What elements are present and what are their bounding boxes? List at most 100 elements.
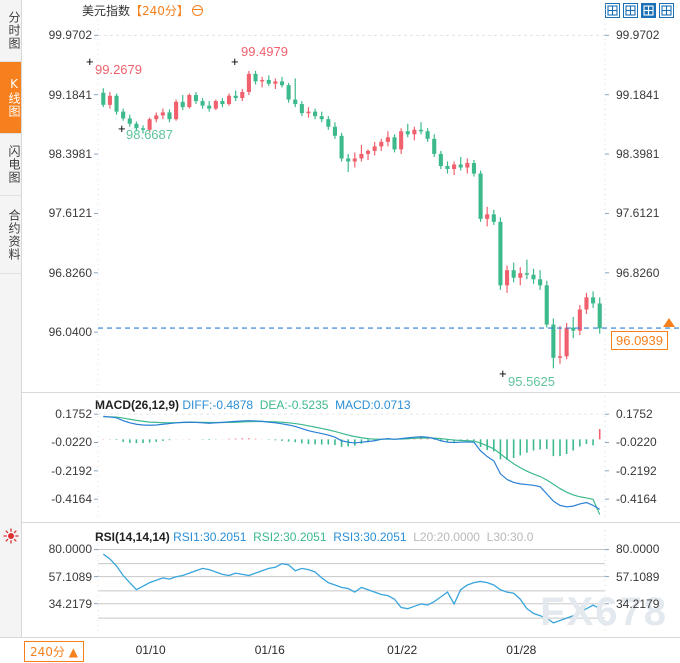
minus-circle-icon[interactable]: [191, 5, 203, 16]
candlestick: [253, 70, 258, 85]
macd-diff-line: [103, 415, 601, 510]
candlestick: [121, 108, 126, 121]
axis-tick-label: 96.8260: [48, 265, 92, 280]
candlestick: [293, 78, 298, 108]
candlestick: [485, 206, 490, 227]
chart-toolbar: [605, 3, 674, 18]
panel-divider-2: [22, 522, 680, 523]
rsi-l30-value: L30:30.0: [486, 530, 534, 544]
axis-tick-label: 98.3981: [48, 147, 92, 162]
axis-tick-label: 0.1752: [55, 407, 92, 422]
axis-tick-label: -0.2192: [51, 463, 92, 478]
candlestick: [425, 128, 430, 142]
axis-tick-label: 99.1841: [616, 87, 660, 102]
swing-marker-icon: +: [118, 121, 126, 136]
axis-tick-label: 96.0400: [48, 325, 92, 340]
candlestick: [385, 131, 390, 147]
sidebar: 分时图 K线图闪电图合约资料: [0, 0, 22, 637]
candlestick: [299, 101, 304, 117]
candlestick: [154, 112, 159, 123]
candlestick: [538, 270, 543, 290]
sidebar-item-label: 分时图: [7, 11, 21, 50]
sidebar-item-kline[interactable]: K线图: [0, 62, 21, 134]
candlestick: [365, 149, 371, 160]
macd-dea-value: DEA:-0.5235: [259, 398, 329, 412]
candlestick: [160, 108, 165, 120]
candlestick: [200, 98, 205, 109]
swing-marker-icon: +: [499, 366, 507, 381]
candlestick: [313, 108, 318, 120]
candlestick: [471, 159, 476, 177]
symbol-name: 美元指数: [82, 4, 131, 18]
chart-fit-icon[interactable]: [641, 3, 656, 18]
candlestick: [134, 121, 139, 132]
price-arrow-icon: [663, 318, 675, 328]
candlestick: [180, 95, 185, 111]
candlestick: [524, 259, 529, 280]
candlestick: [359, 144, 364, 162]
swing-marker-icon: +: [86, 54, 94, 69]
axis-tick-label: 99.9702: [616, 28, 660, 43]
candlestick: [498, 217, 503, 290]
swing-marker-icon: +: [231, 54, 239, 69]
rsi-line: [102, 553, 600, 624]
candlestick: [332, 122, 338, 139]
candlestick: [346, 153, 351, 173]
axis-tick-label: 57.1089: [616, 569, 660, 584]
swing-low-label: 95.5625: [508, 374, 555, 389]
candlestick: [187, 93, 192, 109]
axis-tick-label: 80.0000: [616, 542, 660, 557]
candlestick: [504, 265, 510, 293]
candlestick: [352, 152, 357, 168]
candlestick: [478, 170, 483, 222]
macd-header: MACD(26,12,9) DIFF:-0.4878 DEA:-0.5235 M…: [95, 398, 411, 412]
candlestick: [326, 116, 331, 130]
sidebar-item-label: K线图: [7, 77, 21, 118]
candlestick: [445, 161, 450, 174]
time-tick-label: 01/28: [506, 643, 537, 657]
time-axis-bar: 240分 ▲ 01/10 01/16 01/22 01/28: [0, 637, 680, 663]
current-price-flag: 96.0939: [611, 331, 668, 351]
candlestick: [399, 128, 404, 154]
macd-name: MACD(26,12,9): [95, 398, 180, 412]
candlestick: [319, 111, 324, 123]
candlestick: [174, 99, 179, 121]
candlestick: [438, 150, 443, 170]
rsi-plot[interactable]: [22, 522, 680, 635]
chart-expand-icon[interactable]: [659, 3, 674, 18]
candlestick: [233, 90, 238, 102]
candlestick: [147, 117, 152, 133]
candlestick: [207, 101, 212, 112]
candlestick: [518, 267, 523, 286]
candlestick: [114, 93, 119, 115]
candlestick: [511, 262, 516, 283]
candlestick: [273, 78, 278, 89]
macd-dea-line: [103, 416, 601, 515]
candlestick: [584, 292, 589, 314]
candlestick: [140, 125, 146, 134]
macd-diff-value: DIFF:-0.4878: [182, 398, 254, 412]
candlestick: [531, 268, 536, 284]
sidebar-item-timeline[interactable]: 分时图: [0, 0, 21, 62]
sidebar-item-contract-info[interactable]: 合约资料: [0, 196, 21, 274]
candlestick: [491, 209, 496, 225]
crosshair-move-icon[interactable]: [605, 3, 620, 18]
sidebar-item-label: 闪电图: [7, 145, 21, 184]
candlestick: [564, 323, 569, 360]
main-chart-panel: [22, 0, 680, 392]
sidebar-item-lightning[interactable]: 闪电图: [0, 134, 21, 196]
rsi-name: RSI(14,14,14): [95, 530, 170, 544]
candlestick: [597, 297, 602, 334]
candlestick: [458, 156, 463, 171]
rsi3-value: RSI3:30.2051: [333, 530, 407, 544]
period-selector-button[interactable]: 240分 ▲: [24, 641, 84, 662]
candlestick: [240, 88, 245, 102]
page-title: 美元指数【240分】: [82, 2, 203, 19]
candlestick-plot[interactable]: [22, 0, 680, 392]
axis-tick-label: -0.0220: [616, 435, 657, 450]
macd-plot[interactable]: [22, 392, 680, 522]
alert-sun-icon[interactable]: [3, 528, 19, 544]
chart-scale-icon[interactable]: [623, 3, 638, 18]
axis-tick-label: 99.1841: [48, 87, 92, 102]
